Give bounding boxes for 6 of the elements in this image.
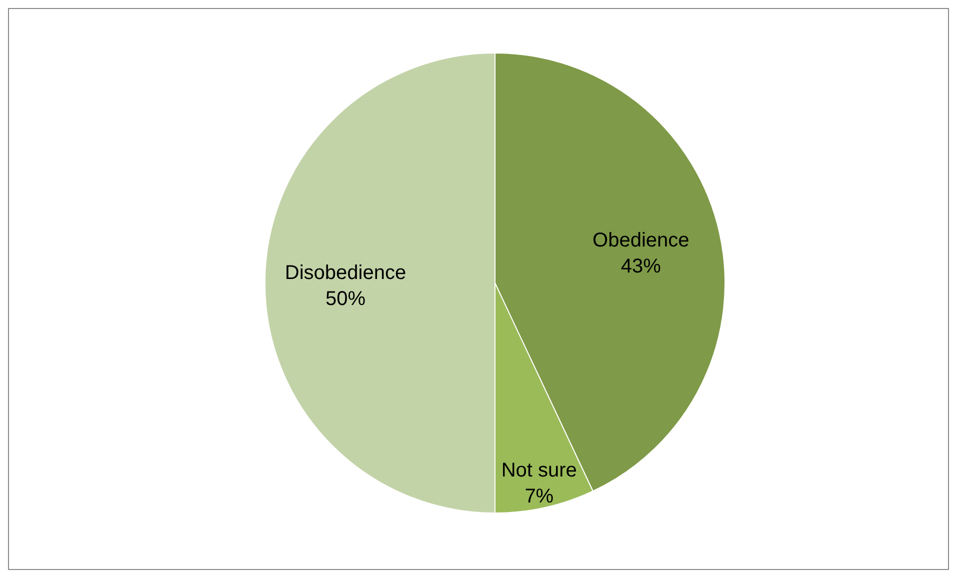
data-label: 43% (620, 255, 662, 278)
data-label: 7% (524, 486, 554, 508)
slice-label: Not sure (501, 460, 577, 482)
data-label: 50% (325, 288, 366, 310)
slice-label: Disobedience (284, 262, 406, 284)
slice-label: Obedience (592, 229, 690, 252)
